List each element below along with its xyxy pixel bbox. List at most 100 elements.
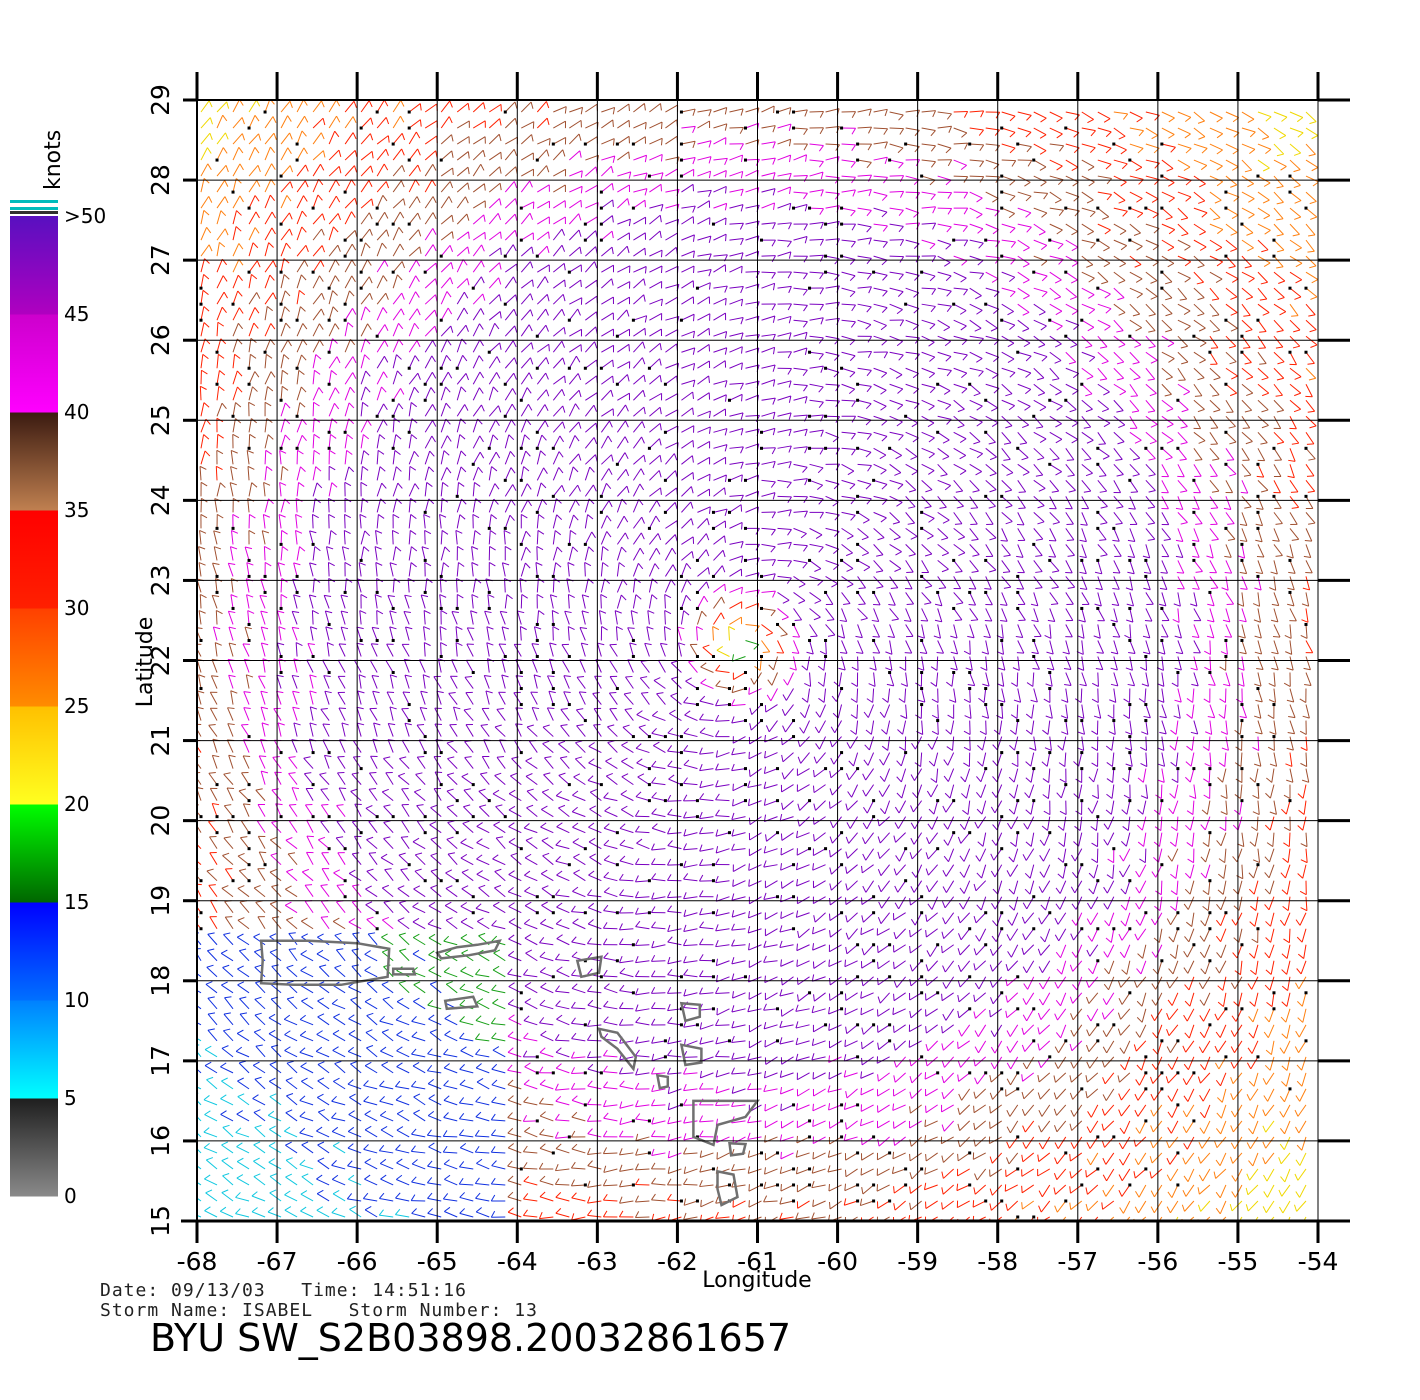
wind-barb (313, 450, 320, 464)
wind-barb (1074, 751, 1084, 766)
wind-barb (633, 375, 645, 384)
wind-barb (601, 455, 613, 465)
wind-barb (376, 530, 382, 544)
wind-barb (392, 530, 398, 544)
wind-barb (237, 1030, 249, 1041)
wind-barb (942, 1121, 954, 1131)
wind-barb (855, 624, 862, 637)
wind-barb (732, 1068, 746, 1074)
wind-barb (814, 753, 825, 764)
wind-barb (514, 692, 523, 706)
wind-barb (970, 352, 983, 362)
wind-barb (208, 821, 218, 835)
wind-barb (947, 737, 954, 751)
wind-barb (620, 840, 633, 849)
wind-barb (463, 805, 474, 818)
wind-barb (938, 512, 950, 523)
wind-barb (1086, 977, 1097, 988)
wind-barb (363, 1193, 377, 1201)
wind-barb (1082, 432, 1094, 443)
wind-barb (910, 1167, 923, 1178)
wind-barb (974, 1009, 986, 1019)
wind-barb (640, 677, 649, 689)
wind-barb (894, 1183, 908, 1193)
wind-barb (381, 1126, 393, 1137)
wind-barb (762, 591, 776, 597)
wind-barb (778, 528, 792, 535)
wind-barb (729, 413, 743, 420)
wind-barb (1284, 673, 1290, 687)
wind-barb (447, 741, 457, 753)
wind-barb (572, 1213, 586, 1220)
wind-barb (205, 1111, 218, 1121)
wind-barb (1098, 384, 1110, 395)
wind-barb (664, 426, 678, 434)
wind-barb (764, 893, 779, 900)
wind-barb (652, 1149, 666, 1156)
wind-barb (511, 853, 522, 864)
wind-barb (906, 560, 914, 572)
wind-barb (427, 1065, 441, 1073)
wind-barb (402, 708, 411, 722)
wind-barb (457, 387, 466, 400)
wind-barb (239, 1061, 249, 1073)
wind-barb (1263, 1153, 1274, 1164)
wind-barb (1187, 689, 1194, 703)
wind-barb (249, 402, 255, 416)
wind-barb (1298, 945, 1306, 959)
wind-barb (619, 1211, 633, 1217)
wind-barb (877, 1089, 889, 1096)
wind-barb (1217, 833, 1226, 846)
wind-barb (617, 362, 629, 369)
wind-barb (1170, 865, 1177, 879)
wind-barb (258, 917, 265, 929)
wind-barb (1123, 703, 1131, 718)
wind-barb (456, 643, 462, 657)
wind-barb (1298, 817, 1306, 831)
wind-barb (1023, 961, 1034, 973)
wind-barb (1006, 993, 1018, 1003)
wind-barb (556, 1015, 569, 1025)
wind-barb (425, 562, 431, 576)
wind-barb (1066, 464, 1075, 476)
wind-barb (829, 1201, 841, 1209)
wind-barb (991, 865, 1001, 877)
wind-barb (1150, 1153, 1162, 1163)
wind-barb (332, 999, 345, 1008)
wind-barb (1103, 993, 1114, 1005)
wind-barb (508, 1048, 521, 1057)
wind-barb (440, 595, 446, 610)
wind-barb (1250, 913, 1258, 927)
wind-barb (1185, 1025, 1194, 1038)
wind-barb (797, 1103, 810, 1110)
wind-barb (397, 1047, 410, 1057)
wind-barb (322, 869, 329, 881)
wind-barb (684, 969, 698, 976)
wind-barb (1094, 624, 1101, 638)
wind-barb (794, 368, 808, 375)
wind-barb (990, 1169, 1002, 1177)
wind-barb (294, 563, 301, 578)
wind-barb (978, 833, 986, 847)
wind-barb (986, 448, 997, 459)
wind-barb (700, 1180, 714, 1186)
wind-barb (749, 769, 761, 777)
wind-barb (796, 1054, 809, 1061)
wind-barb (1119, 1105, 1130, 1116)
wind-barb (617, 405, 628, 416)
wind-barb (845, 1169, 857, 1177)
wind-barb (957, 1183, 971, 1190)
wind-barb (1022, 1169, 1034, 1176)
wind-barb (1071, 1057, 1082, 1068)
wind-barb (910, 1009, 922, 1018)
wind-barb (201, 370, 207, 384)
wind-barb (264, 562, 272, 577)
wind-barb (473, 340, 483, 352)
wind-barb (874, 576, 884, 588)
wind-barb (576, 709, 587, 722)
wind-barb (1070, 1041, 1082, 1051)
wind-barb (1092, 689, 1098, 703)
wind-barb (986, 368, 998, 378)
wind-barb (1249, 881, 1258, 894)
wind-barb (285, 1031, 298, 1041)
